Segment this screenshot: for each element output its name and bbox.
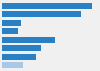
Bar: [2, 45, 41, 51]
Bar: [2, 20, 21, 26]
Bar: [2, 28, 18, 34]
Bar: [2, 11, 81, 17]
Bar: [2, 62, 23, 68]
Bar: [2, 54, 36, 60]
Bar: [2, 37, 55, 43]
Bar: [2, 3, 92, 9]
